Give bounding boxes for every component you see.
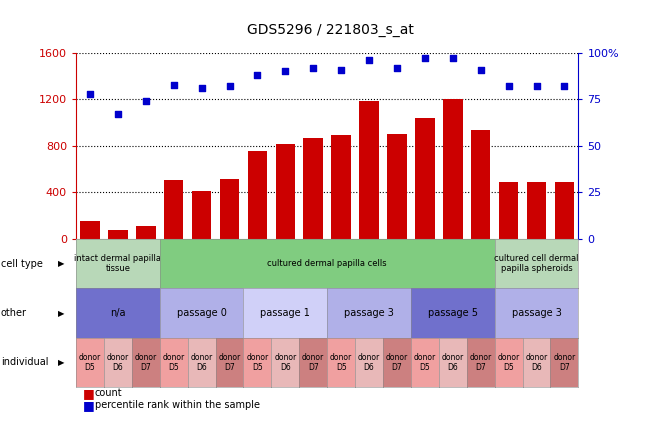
Text: donor
D5: donor D5 xyxy=(414,353,436,372)
Text: count: count xyxy=(95,388,122,398)
Text: donor
D7: donor D7 xyxy=(469,353,492,372)
Text: donor
D5: donor D5 xyxy=(247,353,268,372)
Text: passage 3: passage 3 xyxy=(344,308,394,318)
Point xyxy=(252,72,262,79)
Text: other: other xyxy=(1,308,26,318)
Bar xyxy=(243,239,272,310)
Bar xyxy=(327,239,355,310)
Point xyxy=(85,91,95,97)
Text: percentile rank within the sample: percentile rank within the sample xyxy=(95,400,260,410)
Point xyxy=(280,68,291,75)
Bar xyxy=(527,182,546,239)
Text: individual: individual xyxy=(1,357,48,367)
Bar xyxy=(439,239,467,310)
Text: donor
D6: donor D6 xyxy=(190,353,213,372)
Point xyxy=(364,57,374,64)
Text: cell type: cell type xyxy=(1,259,42,269)
Bar xyxy=(248,151,267,239)
Bar xyxy=(188,239,215,310)
Bar xyxy=(523,239,551,310)
Bar xyxy=(219,179,239,239)
Text: donor
D7: donor D7 xyxy=(386,353,408,372)
Text: GDS5296 / 221803_s_at: GDS5296 / 221803_s_at xyxy=(247,23,414,37)
Text: ▶: ▶ xyxy=(58,358,65,367)
Text: intact dermal papilla
tissue: intact dermal papilla tissue xyxy=(75,254,161,273)
Bar xyxy=(387,135,407,239)
Point xyxy=(447,55,458,62)
Text: n/a: n/a xyxy=(110,308,126,318)
Point xyxy=(531,83,542,90)
Bar xyxy=(108,230,128,239)
Text: passage 1: passage 1 xyxy=(260,308,310,318)
Text: passage 0: passage 0 xyxy=(176,308,227,318)
Bar xyxy=(104,239,132,310)
Point xyxy=(503,83,514,90)
Bar xyxy=(415,118,435,239)
Bar xyxy=(331,135,351,239)
Bar xyxy=(467,239,494,310)
Point xyxy=(475,66,486,73)
Bar xyxy=(276,144,295,239)
Bar xyxy=(383,239,411,310)
Bar xyxy=(215,239,243,310)
Bar xyxy=(471,130,490,239)
Point xyxy=(141,98,151,104)
Bar xyxy=(494,239,523,310)
Text: passage 5: passage 5 xyxy=(428,308,478,318)
Bar xyxy=(443,99,463,239)
Bar xyxy=(411,239,439,310)
Text: donor
D6: donor D6 xyxy=(442,353,464,372)
Bar xyxy=(355,239,383,310)
Bar xyxy=(80,221,100,239)
Text: donor
D6: donor D6 xyxy=(525,353,547,372)
Text: ▶: ▶ xyxy=(58,308,65,318)
Text: donor
D7: donor D7 xyxy=(218,353,241,372)
Bar xyxy=(299,239,327,310)
Bar xyxy=(272,239,299,310)
Point xyxy=(420,55,430,62)
Point xyxy=(336,66,346,73)
Point xyxy=(559,83,570,90)
Point xyxy=(392,64,403,71)
Bar xyxy=(192,191,212,239)
Bar xyxy=(160,239,188,310)
Bar xyxy=(136,226,155,239)
Bar xyxy=(499,182,518,239)
Bar xyxy=(360,101,379,239)
Text: donor
D5: donor D5 xyxy=(163,353,185,372)
Text: cultured cell dermal
papilla spheroids: cultured cell dermal papilla spheroids xyxy=(494,254,579,273)
Bar xyxy=(76,239,104,310)
Text: donor
D5: donor D5 xyxy=(79,353,101,372)
Bar xyxy=(551,239,578,310)
Bar xyxy=(303,138,323,239)
Text: ▶: ▶ xyxy=(58,259,65,268)
Point xyxy=(224,83,235,90)
Text: donor
D7: donor D7 xyxy=(553,353,576,372)
Point xyxy=(196,85,207,92)
Text: donor
D5: donor D5 xyxy=(330,353,352,372)
Bar xyxy=(132,239,160,310)
Point xyxy=(308,64,319,71)
Text: passage 3: passage 3 xyxy=(512,308,561,318)
Text: ■: ■ xyxy=(83,399,95,412)
Text: donor
D6: donor D6 xyxy=(358,353,380,372)
Text: ■: ■ xyxy=(83,387,95,400)
Bar xyxy=(555,182,574,239)
Point xyxy=(112,111,123,118)
Bar xyxy=(164,180,184,239)
Text: donor
D7: donor D7 xyxy=(135,353,157,372)
Text: cultured dermal papilla cells: cultured dermal papilla cells xyxy=(268,259,387,268)
Text: donor
D7: donor D7 xyxy=(302,353,325,372)
Text: donor
D5: donor D5 xyxy=(498,353,520,372)
Text: donor
D6: donor D6 xyxy=(274,353,296,372)
Text: donor
D6: donor D6 xyxy=(107,353,129,372)
Point xyxy=(169,81,179,88)
